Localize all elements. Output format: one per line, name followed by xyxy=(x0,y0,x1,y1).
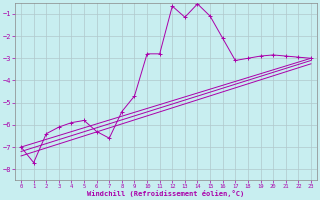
X-axis label: Windchill (Refroidissement éolien,°C): Windchill (Refroidissement éolien,°C) xyxy=(87,190,244,197)
